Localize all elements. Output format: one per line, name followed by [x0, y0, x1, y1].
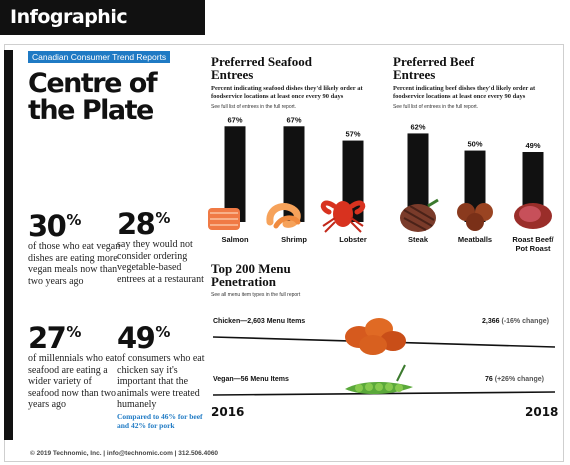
- stat-note: Compared to 46% for beef and 42% for por…: [117, 411, 203, 430]
- category-label: Steak: [408, 235, 429, 244]
- stat-number: 49%: [117, 317, 217, 353]
- category-label: Roast Beef/: [512, 235, 554, 244]
- lobster-icon: [320, 200, 366, 233]
- bar-steak: [407, 133, 429, 222]
- category-label: Salmon: [221, 235, 249, 244]
- stat-millennials-seafood: 27% of millennials who eat seafood are e…: [28, 317, 140, 411]
- bar-shrimp: [283, 126, 305, 222]
- bar-value-label: 67%: [227, 115, 242, 124]
- stat-chicken-humane: 49% of consumers who eat chicken say it'…: [117, 317, 217, 430]
- menu-title-line2: Penetration: [211, 274, 276, 289]
- beef-title-line2: Entrees: [393, 67, 436, 82]
- vegan-right-label: 76 (+26% change): [485, 376, 544, 383]
- seafood-note: See full list of entrees in the full rep…: [211, 104, 297, 110]
- stat-number: 27%: [28, 317, 140, 353]
- bar-value-label: 49%: [525, 141, 540, 150]
- stat-value: 27: [28, 321, 67, 355]
- stat-text: of millennials who eat seafood are eatin…: [28, 353, 118, 410]
- stat-value: 49: [117, 321, 156, 355]
- peas-icon: [345, 364, 413, 395]
- stat-text: of consumers who eat chicken say it's im…: [117, 353, 205, 410]
- seafood-title-line2: Entrees: [211, 67, 254, 82]
- report-title-line1: Centre of: [28, 68, 158, 99]
- bar-value-label: 62%: [410, 122, 425, 131]
- menu-note: See all menu item types in the full repo…: [211, 292, 301, 298]
- beef-subtitle: Percent indicating beef dishes they'd li…: [393, 85, 536, 100]
- category-label: Meatballs: [458, 235, 492, 244]
- chicken-wings-icon: [345, 318, 406, 355]
- menu-title: Top 200 Menu Penetration: [211, 262, 291, 288]
- seafood-bar-chart: 67% Salmon 67% Shrimp 57% Lobster: [208, 115, 367, 244]
- salmon-icon: [208, 208, 240, 230]
- stat-text: say they would not consider ordering veg…: [117, 239, 204, 285]
- chicken-left-label: Chicken—2,603 Menu Items: [213, 318, 306, 325]
- year-start: 2016: [211, 405, 245, 419]
- menu-title-line1: Top 200 Menu: [211, 261, 291, 276]
- stat-number: 28%: [117, 203, 212, 239]
- roast-beef-icon: [514, 203, 552, 229]
- seafood-title: Preferred Seafood Entrees: [211, 55, 312, 81]
- chicken-right-label: 2,366 (-16% change): [482, 318, 549, 325]
- report-title: Centre of the Plate: [28, 70, 198, 124]
- shrimp-icon: [266, 203, 301, 229]
- seafood-labels: 67% Salmon 67% Shrimp 57% Lobster: [221, 115, 366, 244]
- beef-title: Preferred Beef Entrees: [393, 55, 474, 81]
- report-tag: Canadian Consumer Trend Reports: [28, 51, 171, 63]
- stat-vegetable-entrees: 28% say they would not consider ordering…: [117, 203, 212, 285]
- bar-value-label: 67%: [286, 115, 301, 124]
- meatballs-icon: [457, 203, 493, 231]
- chicken-right-change: (-16% change): [501, 318, 549, 325]
- bar-salmon: [224, 126, 246, 222]
- seafood-title-line1: Preferred Seafood: [211, 54, 312, 69]
- bar-value-label: 57%: [345, 130, 360, 139]
- footer-text: © 2019 Technomic, Inc. | info@technomic.…: [30, 450, 219, 457]
- category-label: Pot Roast: [515, 244, 551, 253]
- vegan-right-value: 76: [485, 376, 493, 383]
- seafood-subtitle: Percent indicating seafood dishes they'd…: [211, 85, 363, 100]
- vegan-right-change: (+26% change): [494, 376, 544, 383]
- banner-title: Infographic Preview: [0, 0, 205, 63]
- report-title-line2: the Plate: [28, 95, 154, 126]
- stat-value: 30: [28, 209, 67, 243]
- category-label: Shrimp: [281, 235, 307, 244]
- stat-unit: %: [66, 323, 81, 341]
- stat-vegan-meals: 30% of those who eat vegan dishes are ea…: [28, 205, 140, 287]
- stat-unit: %: [66, 211, 81, 229]
- side-accent-bar: [4, 50, 13, 440]
- stat-text: of those who eat vegan dishes are eating…: [28, 241, 121, 287]
- beef-note: See full list of entrees in the full rep…: [393, 104, 479, 110]
- stat-value: 28: [117, 207, 156, 241]
- stat-unit: %: [155, 323, 170, 341]
- bar-value-label: 50%: [467, 140, 482, 149]
- vegan-left-label: Vegan—56 Menu Items: [213, 376, 289, 383]
- year-end: 2018: [525, 405, 559, 419]
- beef-title-line1: Preferred Beef: [393, 54, 475, 69]
- stat-unit: %: [155, 209, 170, 227]
- category-label: Lobster: [339, 235, 367, 244]
- menu-penetration-chart: [212, 318, 556, 396]
- beef-labels: 62% Steak 50% Meatballs 49% Roast Beef/Pot Ro…: [408, 122, 555, 253]
- stat-number: 30%: [28, 205, 140, 241]
- chicken-right-value: 2,366: [482, 318, 500, 325]
- steak-icon: [400, 198, 439, 232]
- beef-bar-chart: 62% Steak 50% Meatballs 49% Roast Beef/Pot Ro…: [400, 122, 555, 253]
- seafood-bars: [224, 126, 364, 222]
